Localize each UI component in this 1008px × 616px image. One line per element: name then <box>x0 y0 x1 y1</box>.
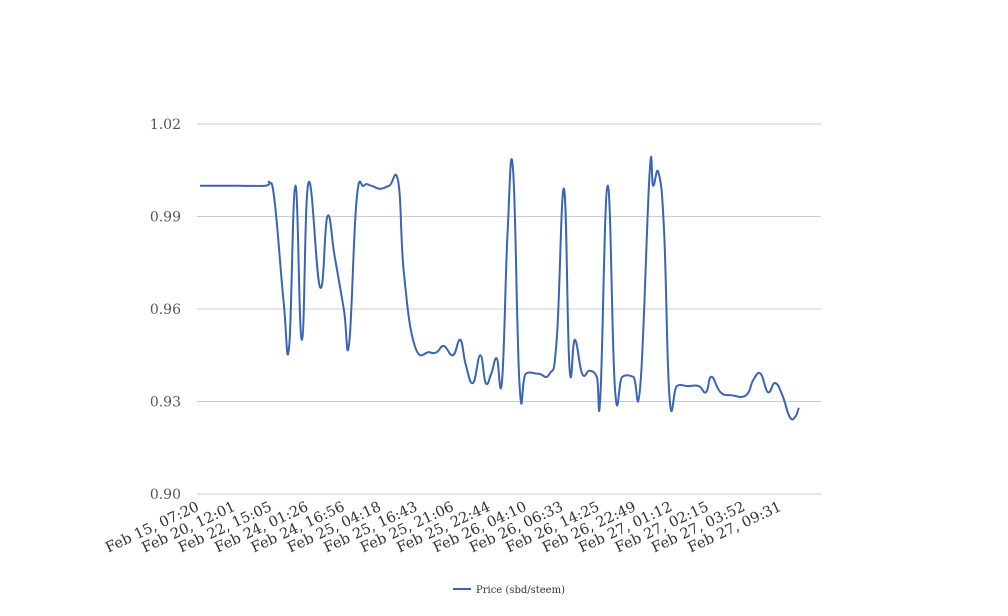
grid-lines <box>197 123 821 495</box>
series-line-price <box>200 155 800 421</box>
y-tick-label: 0.96 <box>150 302 181 318</box>
legend: Price (sbd/steem) <box>453 585 565 596</box>
y-tick-label: 1.02 <box>150 117 181 133</box>
legend-label: Price (sbd/steem) <box>476 585 565 596</box>
series-group <box>200 155 800 421</box>
y-tick-label: 0.93 <box>150 395 181 411</box>
y-tick-label: 0.99 <box>150 210 181 226</box>
y-axis-ticks: 0.90 0.93 0.96 0.99 1.02 <box>150 117 181 503</box>
y-tick-label: 0.90 <box>150 487 181 503</box>
